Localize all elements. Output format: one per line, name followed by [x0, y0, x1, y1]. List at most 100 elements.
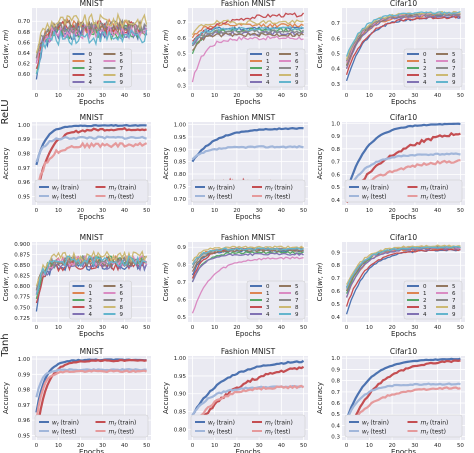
chart-panel-relu-cifar-acc: Cifar10 0 10 20 30 40 50 0.4 0.5 0.6 0.7 0.8 0.9 1.0 E… [316, 113, 465, 221]
legend-label: wf (test) [362, 194, 387, 202]
y-axis-label: Cos(wf, mf) [162, 262, 170, 301]
x-tick-label: 20 [389, 443, 396, 449]
chart-panel-tanh-fashion-acc: Fashion MNIST 0 10 20 30 40 50 0.80 0.85 0.90 0.95… [162, 347, 308, 453]
legend-label: 7 [295, 298, 299, 304]
x-axis-label: Epochs [235, 98, 260, 106]
legend-label: 3 [89, 305, 93, 311]
legend-label: 2 [423, 298, 427, 304]
series-line-wftrain [345, 122, 461, 194]
x-tick-label: 20 [389, 208, 396, 214]
x-tick-label: 0 [345, 325, 349, 331]
x-tick-label: 0 [191, 443, 195, 449]
series-line-8 [35, 12, 148, 54]
legend-label: 9 [295, 80, 299, 86]
legend-label: wf (test) [362, 429, 387, 437]
y-tick-label: 0.98 [18, 388, 31, 394]
y-tick-label: 0.6 [331, 289, 340, 295]
legend-label: 6 [295, 291, 299, 297]
series-line-wftrain [345, 357, 461, 421]
legend-label: wf (train) [52, 420, 79, 428]
chart-title: Cifar10 [390, 0, 417, 8]
legend-label: 5 [295, 52, 299, 58]
x-tick-label: 30 [411, 208, 418, 214]
legend: wf (train)wf (test) mf (train)mf (test) [34, 179, 149, 203]
series-line-wftrain [191, 359, 305, 416]
x-tick-label: 20 [77, 443, 84, 449]
y-axis-label: Accuracy [2, 382, 10, 414]
y-tick-label: 1.00 [18, 357, 31, 363]
x-axis-label: Epochs [79, 330, 104, 338]
legend-label: 4 [266, 312, 270, 318]
chart-panel-tanh-cifar-acc: Cifar10 0 10 20 30 40 50 0.3 0.4 0.5 0.6 0.7 0.8 0.9 1… [316, 347, 465, 453]
x-tick-label: 50 [143, 208, 150, 214]
x-tick-label: 30 [411, 325, 418, 331]
y-tick-label: 0.7 [331, 160, 340, 166]
series-line-9 [191, 26, 304, 45]
y-tick-label: 0.5 [177, 52, 186, 58]
series-line-wftest [345, 152, 461, 194]
chart-title: Cifar10 [390, 233, 417, 242]
legend-label: wf (train) [362, 185, 389, 193]
series-line-1 [191, 22, 304, 39]
legend-label: 6 [120, 59, 124, 65]
series-line-wftest [35, 135, 147, 163]
legend-label: mf (train) [109, 185, 137, 193]
series-line-3 [345, 15, 461, 76]
x-tick-label: 50 [457, 325, 464, 331]
series-line-mftrain [345, 359, 461, 438]
legend-label: 0 [266, 52, 270, 58]
legend-label: 1 [89, 59, 93, 65]
y-tick-label: 0.8 [331, 379, 340, 385]
row-label-tanh: Tanh [0, 333, 11, 357]
legend-box [403, 48, 463, 88]
x-tick-label: 10 [211, 443, 218, 449]
legend-box [34, 414, 149, 438]
x-tick-label: 40 [121, 443, 128, 449]
x-axis-label: Epochs [235, 448, 260, 453]
x-tick-label: 20 [77, 93, 84, 99]
legend-label: mf (test) [265, 194, 290, 202]
legend: wf (train)wf (test) mf (train)mf (test) [190, 414, 306, 438]
y-tick-label: 0.6 [177, 36, 186, 42]
legend-label: 2 [266, 66, 270, 72]
legend-label: mf (test) [421, 429, 446, 437]
y-tick-label: 0.9 [331, 134, 340, 140]
series-line-mftest [345, 386, 461, 432]
x-tick-label: 40 [278, 93, 285, 99]
legend-label: 5 [295, 284, 299, 290]
x-axis-label: Epochs [391, 330, 416, 338]
y-tick-label: 0.5 [177, 315, 186, 321]
x-tick-label: 10 [366, 208, 373, 214]
legend-label: 7 [120, 298, 124, 304]
y-axis-label: Cos(wf, mf) [2, 29, 10, 68]
x-tick-label: 40 [434, 208, 441, 214]
y-tick-label: 1.00 [174, 356, 187, 362]
legend-box [190, 414, 306, 438]
y-tick-label: 0.9 [331, 367, 340, 373]
x-tick-label: 20 [389, 325, 396, 331]
y-tick-label: 0.90 [174, 392, 187, 398]
legend-label: wf (test) [208, 429, 233, 437]
x-tick-label: 50 [143, 93, 150, 99]
legend-label: wf (train) [362, 420, 389, 428]
legend-label: wf (test) [52, 194, 77, 202]
y-tick-label: 0.96 [18, 418, 31, 424]
x-tick-label: 50 [300, 208, 307, 214]
legend-label: 1 [266, 291, 270, 297]
chart-panel-relu-mnist-acc: MNIST 0 10 20 30 40 50 0.95 0.96 0.97 0.98 0.99 1.00… [2, 113, 151, 221]
legend-label: 8 [120, 305, 124, 311]
y-tick-label: 0.96 [18, 180, 31, 186]
y-tick-label: 0.4 [331, 67, 340, 73]
x-tick-label: 40 [121, 93, 128, 99]
legend-label: 4 [89, 80, 93, 86]
series-line-9 [35, 255, 147, 295]
y-tick-label: 0.70 [18, 19, 31, 25]
x-tick-label: 30 [99, 443, 106, 449]
legend-label: mf (train) [265, 420, 293, 428]
y-tick-label: 0.825 [14, 274, 30, 280]
legend-label: 2 [89, 66, 93, 72]
